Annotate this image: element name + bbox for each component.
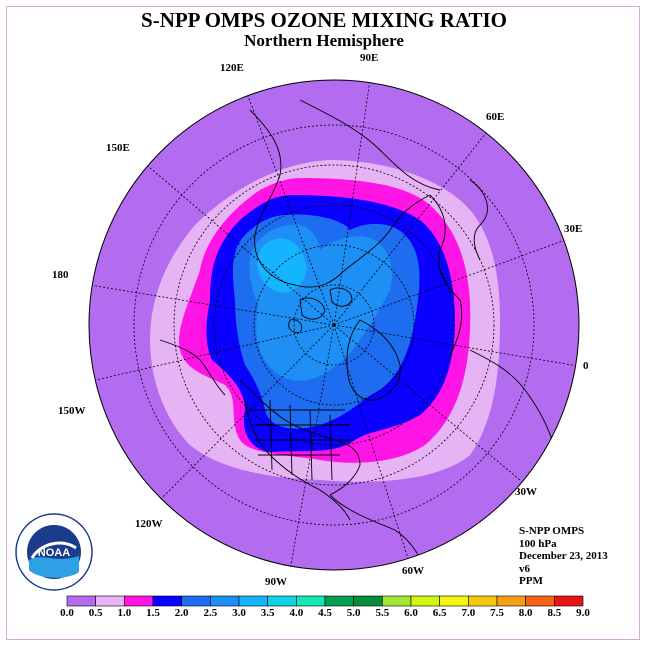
contour-3.0-3.5 bbox=[257, 238, 307, 293]
info-version: v6 bbox=[519, 562, 530, 575]
lon-label-120w: 120W bbox=[135, 518, 163, 530]
colorbar-swatch bbox=[181, 595, 211, 607]
colorbar-tick-label: 7.0 bbox=[461, 607, 476, 619]
colorbar-swatch bbox=[324, 595, 354, 607]
colorbar-swatch bbox=[66, 595, 96, 607]
colorbar-swatch bbox=[296, 595, 326, 607]
info-block: S-NPP OMPS 100 hPa December 23, 2013 v6 … bbox=[519, 525, 608, 588]
colorbar-swatch bbox=[238, 595, 268, 607]
colorbar-tick-label: 5.5 bbox=[375, 607, 390, 619]
lon-label-180: 180 bbox=[52, 269, 69, 281]
lon-label-120e: 120E bbox=[220, 62, 244, 74]
lon-label-90e: 90E bbox=[360, 52, 379, 64]
colorbar-swatch bbox=[554, 595, 584, 607]
colorbar-tick-label: 0.0 bbox=[60, 607, 74, 619]
lon-label-0: 0 bbox=[583, 360, 589, 372]
figure-frame bbox=[6, 6, 640, 640]
colorbar-tick-label: 4.0 bbox=[289, 607, 304, 619]
lon-label-60e: 60E bbox=[486, 111, 505, 123]
colorbar-tick-label: 6.5 bbox=[432, 607, 447, 619]
colorbar-tick-label: 1.0 bbox=[117, 607, 132, 619]
colorbar-tick-label: 2.0 bbox=[174, 607, 189, 619]
colorbar-tick-label: 1.5 bbox=[146, 607, 160, 619]
colorbar-tick-label: 4.5 bbox=[318, 607, 332, 619]
colorbar-swatch bbox=[95, 595, 125, 607]
colorbar-tick-label: 5.0 bbox=[346, 607, 361, 619]
lon-label-150e: 150E bbox=[106, 142, 130, 154]
colorbar-swatch bbox=[353, 595, 383, 607]
colorbar-tick-label: 9.0 bbox=[576, 607, 590, 619]
noaa-logo-text: NOAA bbox=[38, 547, 70, 559]
info-instrument: S-NPP OMPS bbox=[519, 525, 585, 537]
lon-label-30w: 30W bbox=[515, 486, 537, 498]
colorbar-swatch bbox=[525, 595, 555, 607]
lon-label-60w: 60W bbox=[402, 565, 424, 577]
colorbar-swatch bbox=[267, 595, 297, 607]
colorbar-swatch bbox=[496, 595, 526, 607]
info-units: PPM bbox=[519, 575, 543, 587]
lon-label-90w: 90W bbox=[265, 576, 287, 588]
colorbar-tick-label: 0.5 bbox=[88, 607, 103, 619]
info-date: December 23, 2013 bbox=[519, 550, 608, 562]
colorbar-tick-label: 3.0 bbox=[232, 607, 246, 619]
map-subtitle: Northern Hemisphere bbox=[244, 31, 404, 50]
colorbar-tick-label: 6.0 bbox=[404, 607, 418, 619]
lon-label-150w: 150W bbox=[58, 405, 86, 417]
colorbar-tick-label: 8.0 bbox=[518, 607, 533, 619]
colorbar-swatch bbox=[468, 595, 498, 607]
meridians bbox=[89, 80, 579, 570]
parallels bbox=[133, 124, 535, 526]
map-title: S-NPP OMPS OZONE MIXING RATIO bbox=[141, 8, 507, 32]
colorbar-swatch bbox=[124, 595, 154, 607]
coastlines bbox=[159, 99, 556, 570]
info-level: 100 hPa bbox=[519, 537, 557, 550]
colorbar-swatch bbox=[439, 595, 469, 607]
lon-label-30e: 30E bbox=[564, 223, 583, 235]
colorbar-swatch bbox=[152, 595, 182, 607]
colorbar-tick-label: 8.5 bbox=[547, 607, 562, 619]
colorbar-tick-label: 7.5 bbox=[490, 607, 504, 619]
colorbar bbox=[66, 595, 584, 607]
noaa-logo: NOAA bbox=[15, 513, 93, 591]
colorbar-tick-label: 2.5 bbox=[203, 607, 218, 619]
colorbar-swatch bbox=[210, 595, 240, 607]
colorbar-swatch bbox=[410, 595, 440, 607]
colorbar-tick-label: 3.5 bbox=[260, 607, 275, 619]
colorbar-swatch bbox=[382, 595, 412, 607]
